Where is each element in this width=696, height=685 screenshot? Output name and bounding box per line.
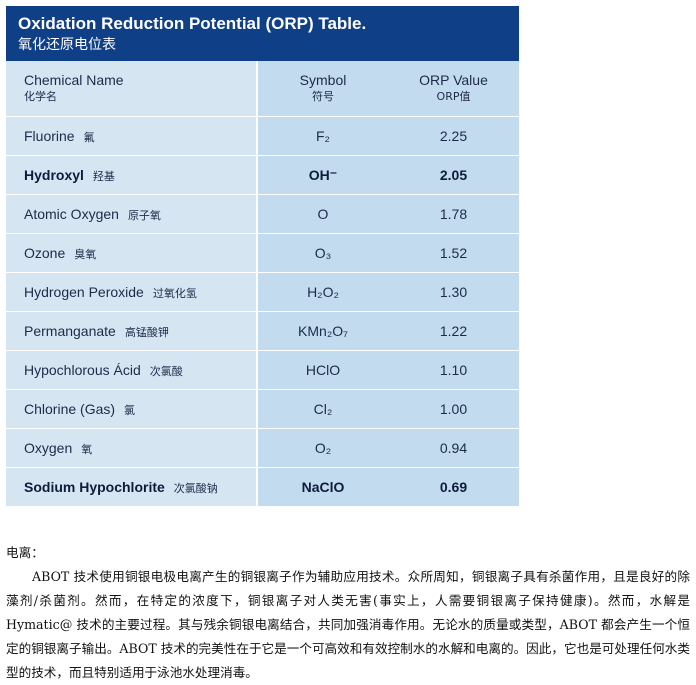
table-grid: Chemical Name 化学名 Symbol 符号 ORP Value OR… <box>6 61 519 507</box>
chemical-name-en: Atomic Oxygen <box>24 205 119 222</box>
section-paragraph: ABOT 技术使用铜银电极电离产生的铜银离子作为辅助应用技术。众所周知，铜银离子… <box>6 569 690 680</box>
symbol-cell: H₂O₂ <box>307 284 339 300</box>
chemical-name-cell: Ozone 臭氧 <box>6 245 256 262</box>
orp-value-cell: 1.52 <box>439 245 468 261</box>
ionization-section: 电离： ABOT 技术使用铜银电极电离产生的铜银离子作为辅助应用技术。众所周知，… <box>6 541 690 685</box>
chemical-name-en: Chlorine (Gas) <box>24 400 116 417</box>
header-name-zh: 化学名 <box>24 90 57 103</box>
header-symbol-zh: 符号 <box>312 90 334 103</box>
table-row: Chlorine (Gas) 氯 Cl₂ 1.00 <box>6 390 519 429</box>
chemical-name-en: Hydroxyl <box>24 166 84 183</box>
chemical-name-cell: Atomic Oxygen 原子氧 <box>6 206 256 223</box>
table-title-en: Oxidation Reduction Potential (ORP) Tabl… <box>18 14 367 33</box>
header-name-en: Chemical Name <box>24 72 124 88</box>
table-row: Sodium Hypochlorite 次氯酸钠 NaClO 0.69 <box>6 468 519 507</box>
header-orp-value: ORP Value ORP值 <box>388 72 519 105</box>
table-row: Hydroxyl 羟基 OH⁻ 2.05 <box>6 156 519 195</box>
chemical-name-cell: Permanganate 高锰酸钾 <box>6 323 256 340</box>
table-row: Oxygen 氧 O₂ 0.94 <box>6 429 519 468</box>
symbol-cell: O₂ <box>314 440 332 456</box>
symbol-cell: O₃ <box>314 245 332 261</box>
chemical-name-zh: 次氯酸 <box>149 364 183 378</box>
symbol-cell: OH⁻ <box>308 166 338 183</box>
chemical-name-cell: Hypochlorous Ácid 次氯酸 <box>6 362 256 379</box>
chemical-name-cell: Chlorine (Gas) 氯 <box>6 401 256 418</box>
table-title-bar: Oxidation Reduction Potential (ORP) Tabl… <box>6 6 519 61</box>
orp-value-cell: 1.10 <box>439 362 468 378</box>
chemical-name-en: Oxygen <box>24 439 73 456</box>
symbol-cell: HClO <box>305 362 341 378</box>
chemical-name-cell: Fluorine 氟 <box>6 128 256 145</box>
orp-value-cell: 1.30 <box>439 284 468 300</box>
table-header-row: Chemical Name 化学名 Symbol 符号 ORP Value OR… <box>6 61 519 117</box>
orp-value-cell: 2.25 <box>439 128 468 144</box>
table-row: Atomic Oxygen 原子氧 O 1.78 <box>6 195 519 234</box>
table-row: Hypochlorous Ácid 次氯酸 HClO 1.10 <box>6 351 519 390</box>
chemical-name-zh: 臭氧 <box>74 247 97 261</box>
symbol-cell: KMn₂O₇ <box>298 323 348 339</box>
table-title-zh: 氧化还原电位表 <box>18 37 116 53</box>
chemical-name-cell: Oxygen 氧 <box>6 440 256 457</box>
section-heading: 电离： <box>6 545 44 560</box>
header-symbol-en: Symbol <box>299 72 347 88</box>
symbol-cell: O <box>317 206 329 222</box>
header-orp-en: ORP Value <box>419 72 488 88</box>
chemical-name-en: Fluorine <box>24 127 75 144</box>
chemical-name-en: Permanganate <box>24 322 116 339</box>
header-chemical-name: Chemical Name 化学名 <box>6 72 256 105</box>
orp-value-cell: 0.94 <box>439 440 468 456</box>
chemical-name-zh: 氧 <box>81 442 93 456</box>
chemical-name-zh: 氟 <box>83 130 95 144</box>
orp-value-cell: 0.69 <box>439 479 468 495</box>
table-row: Fluorine 氟 F₂ 2.25 <box>6 117 519 156</box>
table-row: Ozone 臭氧 O₃ 1.52 <box>6 234 519 273</box>
chemical-name-cell: Hydrogen Peroxide 过氧化氢 <box>6 284 256 301</box>
table-row: Hydrogen Peroxide 过氧化氢 H₂O₂ 1.30 <box>6 273 519 312</box>
chemical-name-zh: 氯 <box>124 403 136 417</box>
chemical-name-zh: 羟基 <box>92 169 115 183</box>
chemical-name-zh: 原子氧 <box>127 208 161 222</box>
orp-value-cell: 1.78 <box>439 206 468 222</box>
symbol-cell: NaClO <box>301 479 345 495</box>
chemical-name-en: Ozone <box>24 244 66 261</box>
chemical-name-en: Hydrogen Peroxide <box>24 283 144 300</box>
chemical-name-en: Hypochlorous Ácid <box>24 361 141 378</box>
orp-value-cell: 1.22 <box>439 323 468 339</box>
orp-value-cell: 2.05 <box>439 167 468 183</box>
header-symbol: Symbol 符号 <box>258 72 388 105</box>
chemical-name-cell: Hydroxyl 羟基 <box>6 167 256 184</box>
header-orp-zh: ORP值 <box>436 90 471 103</box>
chemical-name-zh: 次氯酸钠 <box>173 481 218 495</box>
table-row: Permanganate 高锰酸钾 KMn₂O₇ 1.22 <box>6 312 519 351</box>
orp-table: Oxidation Reduction Potential (ORP) Tabl… <box>6 6 519 507</box>
chemical-name-en: Sodium Hypochlorite <box>24 478 165 495</box>
symbol-cell: F₂ <box>316 128 330 144</box>
chemical-name-zh: 高锰酸钾 <box>124 325 169 339</box>
chemical-name-zh: 过氧化氢 <box>152 286 197 300</box>
chemical-name-cell: Sodium Hypochlorite 次氯酸钠 <box>6 479 256 496</box>
orp-value-cell: 1.00 <box>439 401 468 417</box>
symbol-cell: Cl₂ <box>313 401 333 417</box>
